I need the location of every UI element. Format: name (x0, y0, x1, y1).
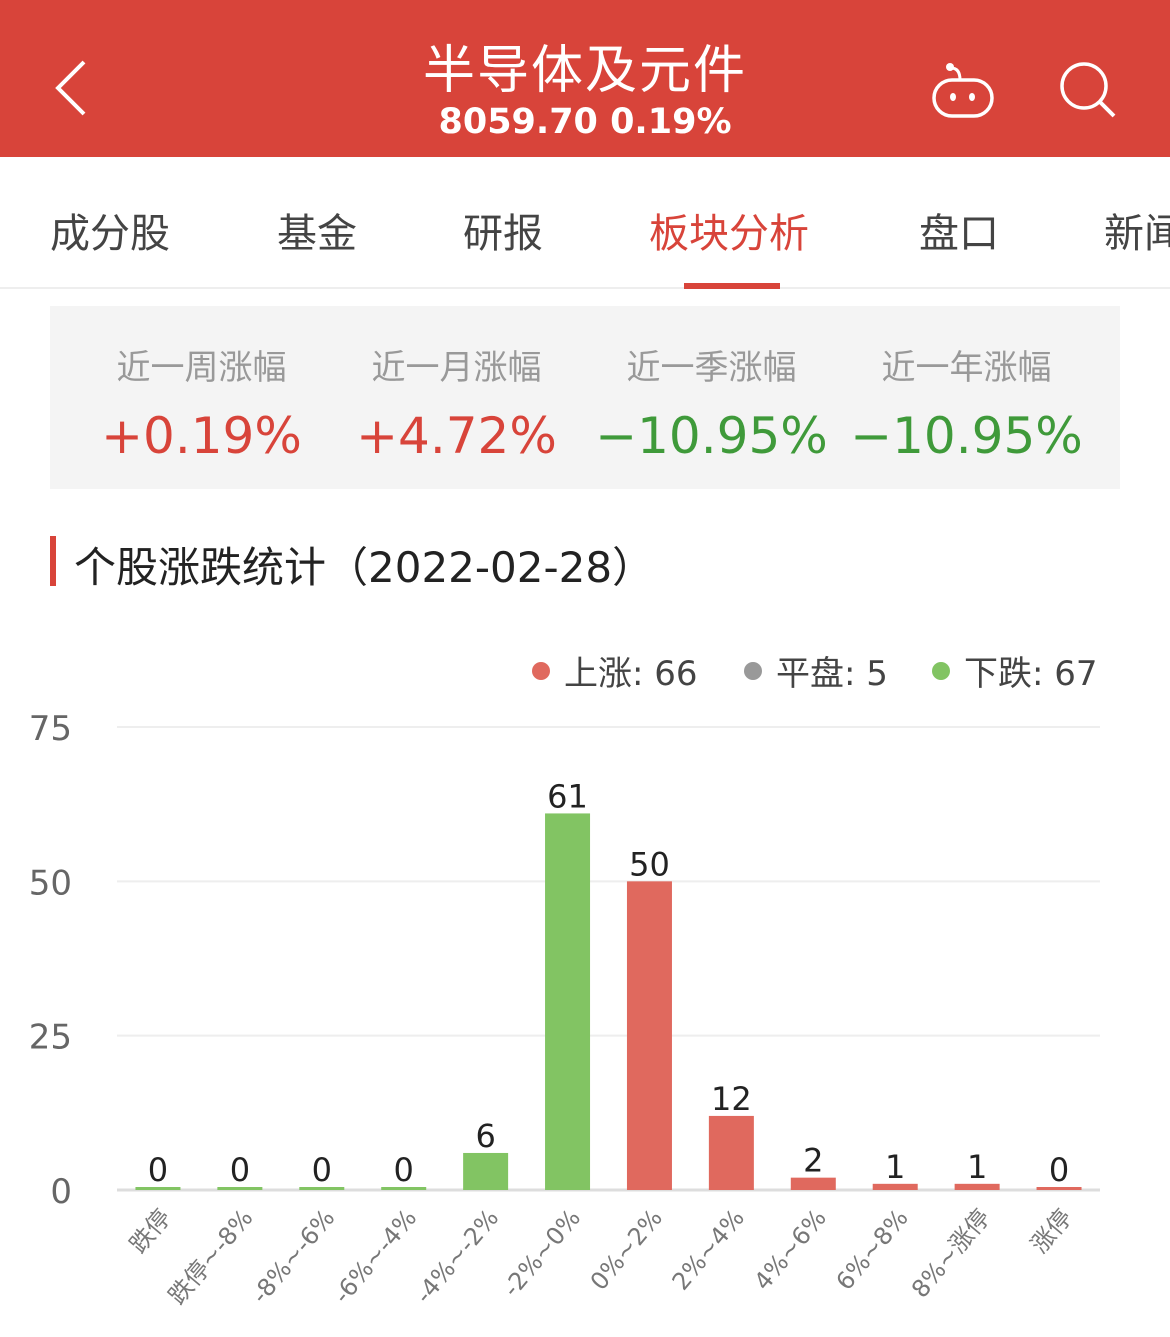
stat-value: −10.95% (595, 407, 828, 465)
tab-news[interactable]: 新闻 (1104, 211, 1170, 257)
bar[interactable] (1036, 1187, 1082, 1190)
y-tick-label: 75 (29, 709, 72, 749)
legend-dot (532, 661, 550, 680)
x-tick-label: 涨停 (1025, 1204, 1077, 1259)
bar-value-label: 0 (394, 1151, 414, 1189)
legend-label: 上涨: 66 (564, 654, 698, 694)
bar[interactable] (626, 881, 672, 1190)
bar[interactable] (381, 1187, 427, 1190)
bar-chart: 0 25 50 75 0 跌停 0 跌停~-8% 0 -8%~-6% 0 -6%~-4% 6 -4%~-2… (29, 709, 1100, 1310)
bar-value-label: 50 (629, 845, 670, 883)
bar[interactable] (135, 1187, 181, 1190)
x-tick-label: 0%~2% (585, 1204, 668, 1296)
bar[interactable] (708, 1115, 754, 1190)
bar-value-label: 0 (230, 1151, 250, 1189)
y-tick-label: 0 (50, 1172, 72, 1212)
bar-value-label: 6 (475, 1117, 495, 1155)
section-marker (50, 536, 56, 586)
bar[interactable] (954, 1183, 1000, 1190)
legend-label: 平盘: 5 (776, 654, 888, 694)
stat-value: +4.72% (356, 407, 557, 465)
x-tick-label: -6%~-4% (328, 1204, 422, 1309)
legend-label: 下跌: 67 (964, 654, 1098, 694)
index-value: 8059.70 0.19% (438, 102, 732, 142)
bar[interactable] (790, 1177, 836, 1190)
back-icon[interactable] (52, 58, 92, 118)
stat-label: 近一年涨幅 (881, 348, 1052, 388)
bar[interactable] (463, 1152, 509, 1190)
stat-label: 近一季涨幅 (626, 348, 797, 388)
x-tick-label: 跌停~-8% (163, 1204, 258, 1310)
tab-constituents[interactable]: 成分股 (50, 211, 170, 257)
y-tick-label: 25 (29, 1018, 72, 1058)
bar-value-label: 2 (803, 1142, 823, 1180)
stat-label: 近一周涨幅 (116, 348, 287, 388)
x-tick-label: 8%~涨停 (906, 1204, 996, 1303)
legend-dot (744, 661, 762, 680)
tab-bar: 成分股 基金 研报 板块分析 盘口 新闻 (0, 157, 1170, 289)
stat-value: −10.95% (850, 407, 1083, 465)
x-tick-label: -4%~-2% (410, 1204, 504, 1309)
header: 半导体及元件 8059.70 0.19% (0, 0, 1170, 157)
legend-flat: 平盘: 5 (744, 646, 888, 695)
stat-month: 近一月涨幅 +4.72% (329, 306, 584, 465)
tab-research[interactable]: 研报 (463, 211, 543, 257)
legend-down: 下跌: 67 (932, 646, 1098, 695)
stat-year: 近一年涨幅 −10.95% (839, 306, 1094, 465)
x-tick-label: 4%~6% (749, 1204, 832, 1296)
legend-up: 上涨: 66 (532, 646, 698, 695)
x-tick-label: -2%~0% (497, 1204, 586, 1302)
stat-label: 近一月涨幅 (371, 348, 542, 388)
x-tick-label: 2%~4% (667, 1204, 750, 1296)
stat-quarter: 近一季涨幅 −10.95% (584, 306, 839, 465)
bar-value-label: 12 (711, 1080, 752, 1118)
section-title: 个股涨跌统计（2022-02-28） (74, 543, 655, 592)
bar[interactable] (872, 1183, 918, 1190)
page-title: 半导体及元件 (422, 41, 747, 101)
tab-funds[interactable]: 基金 (277, 211, 357, 257)
bar[interactable] (299, 1187, 345, 1190)
bar-value-label: 61 (547, 777, 588, 815)
bar[interactable] (217, 1187, 263, 1190)
bar-value-label: 0 (148, 1151, 168, 1189)
bar-value-label: 1 (885, 1148, 905, 1186)
legend-dot (932, 661, 950, 680)
y-tick-label: 50 (29, 863, 72, 903)
bar-value-label: 0 (1049, 1151, 1069, 1189)
bar-value-label: 0 (312, 1151, 332, 1189)
performance-stats: 近一周涨幅 +0.19% 近一月涨幅 +4.72% 近一季涨幅 −10.95% 近一年… (50, 306, 1120, 489)
search-icon[interactable] (1058, 60, 1120, 122)
robot-icon[interactable] (930, 60, 996, 122)
x-tick-label: 跌停 (124, 1204, 176, 1259)
tab-sector-analysis[interactable]: 板块分析 (649, 211, 809, 257)
x-tick-label: -8%~-6% (246, 1204, 340, 1309)
tab-order-book[interactable]: 盘口 (919, 211, 999, 257)
stat-value: +0.19% (101, 407, 302, 465)
active-tab-indicator (684, 283, 780, 289)
bar-value-label: 1 (967, 1148, 987, 1186)
stat-week: 近一周涨幅 +0.19% (74, 306, 329, 465)
bar[interactable] (545, 813, 591, 1190)
x-tick-label: 6%~8% (830, 1204, 913, 1296)
